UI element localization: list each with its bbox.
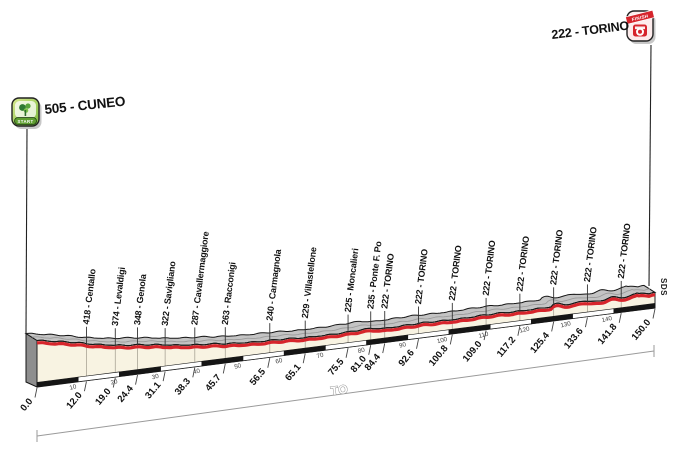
waypoint-label: 287 - Cavallermaggiore — [189, 231, 210, 326]
band-top-midline — [31, 288, 651, 343]
ruler-number: 30 — [151, 373, 160, 382]
km-label: 24.4 — [115, 383, 136, 405]
province-bracket: TO — [36, 345, 655, 442]
waypoint-label: 240 - Carmagnola — [264, 248, 283, 322]
band-side-face — [25, 332, 38, 388]
km-label: 38.3 — [173, 376, 193, 397]
finish-banner-label: FINISH — [631, 13, 649, 22]
waypoint-label: 222 - TORINO — [616, 223, 633, 279]
province-label: TO — [330, 382, 349, 398]
km-tick — [302, 353, 306, 364]
ruler-number: 110 — [478, 331, 490, 340]
start-village-icon — [25, 103, 31, 109]
km-label: 31.1 — [143, 379, 164, 401]
profile-top-outline — [36, 291, 656, 347]
start-banner-label: START — [17, 119, 33, 124]
ruler-number: 50 — [234, 362, 243, 371]
finish-camera-icon — [638, 29, 642, 34]
km-tick — [382, 343, 386, 354]
profile-red-line — [36, 293, 656, 350]
ruler-segment — [613, 303, 656, 314]
km-tick — [483, 330, 487, 341]
start-location-label: 505 - CUNEO — [44, 94, 126, 117]
finish-location-label: 222 - TORINO — [551, 19, 631, 42]
km-tick — [652, 308, 656, 319]
km-label: 125.4 — [528, 330, 552, 356]
waypoint-label: 418 - Centallo — [81, 268, 98, 325]
km-tick — [368, 345, 372, 355]
km-tick — [517, 325, 521, 336]
km-tick — [192, 367, 196, 378]
km-tick — [345, 347, 349, 358]
waypoint-label: 222 - TORINO — [379, 253, 396, 309]
finish-banner-ribbon — [625, 9, 655, 25]
ruler-number: 120 — [519, 325, 531, 334]
start-line — [25, 128, 28, 334]
km-tick — [551, 321, 555, 332]
waypoint-label: 222 - TORINO — [548, 229, 565, 285]
km-label: 65.1 — [283, 362, 304, 384]
km-tick — [618, 313, 622, 323]
waypoint-label: 222 - TORINO — [582, 226, 599, 282]
waypoint-label: 225 - Moncalieri — [343, 248, 361, 313]
km-label: 45.7 — [203, 372, 223, 393]
waypoint-label: 263 - Racconigi — [220, 262, 238, 326]
waypoint-label: 222 - TORINO — [481, 240, 498, 296]
km-tick — [449, 334, 453, 345]
km-tick — [416, 338, 419, 349]
waypoint-label: 222 - TORINO — [514, 235, 531, 291]
credit-label: SDS — [659, 278, 668, 296]
waypoint-label: 348 - Genola — [132, 272, 148, 325]
km-label: 12.0 — [64, 390, 84, 411]
start-banner — [14, 117, 37, 125]
ruler-number: 10 — [69, 383, 78, 392]
province-bracket-line — [36, 350, 655, 437]
km-label: 150.0 — [630, 317, 654, 342]
km-tick — [162, 371, 166, 382]
km-tick — [83, 381, 87, 392]
km-tick — [34, 387, 38, 398]
ruler-number: 100 — [436, 336, 448, 345]
ruler-number: 70 — [316, 352, 325, 361]
waypoint-label: 374 - Levaldigi — [110, 267, 127, 327]
km-label: 19.0 — [93, 386, 113, 407]
waypoint-label: 222 - TORINO — [413, 248, 430, 304]
finish-icon: FINISH — [625, 9, 656, 44]
km-label: 84.4 — [363, 351, 384, 373]
km-ruler: 102030405060708090100110120130140 — [36, 303, 656, 392]
ruler-number: 80 — [357, 346, 366, 355]
ruler-number: 40 — [192, 367, 201, 376]
km-label: 117.2 — [495, 335, 518, 360]
km-label: 141.8 — [596, 322, 620, 347]
km-tick — [135, 374, 138, 385]
waypoint-label: 222 - TORINO — [447, 245, 464, 301]
km-tick — [112, 377, 116, 388]
km-label: 56.5 — [248, 366, 269, 388]
km-label: 0.0 — [18, 396, 35, 413]
ruler-number: 130 — [560, 320, 572, 329]
waypoint-label: 322 - Savigliano — [160, 260, 178, 326]
ruler-number: 60 — [275, 357, 284, 366]
km-tick — [222, 363, 226, 374]
ruler-number: 90 — [398, 341, 407, 350]
km-tick — [267, 357, 271, 368]
km-tick — [584, 317, 588, 328]
finish-line — [648, 44, 652, 287]
start-icon: START — [11, 97, 42, 129]
km-label: 75.5 — [326, 356, 347, 378]
km-label: 100.8 — [427, 343, 451, 368]
ruler-number: 140 — [601, 315, 613, 324]
finish-banner: FINISH — [625, 9, 655, 25]
waypoint-label: 229 - Villastellone — [300, 246, 319, 318]
km-label: 92.6 — [396, 348, 416, 369]
km-label: 109.0 — [461, 339, 485, 364]
start-village-icon — [24, 110, 27, 116]
km-label: 133.6 — [562, 326, 586, 351]
